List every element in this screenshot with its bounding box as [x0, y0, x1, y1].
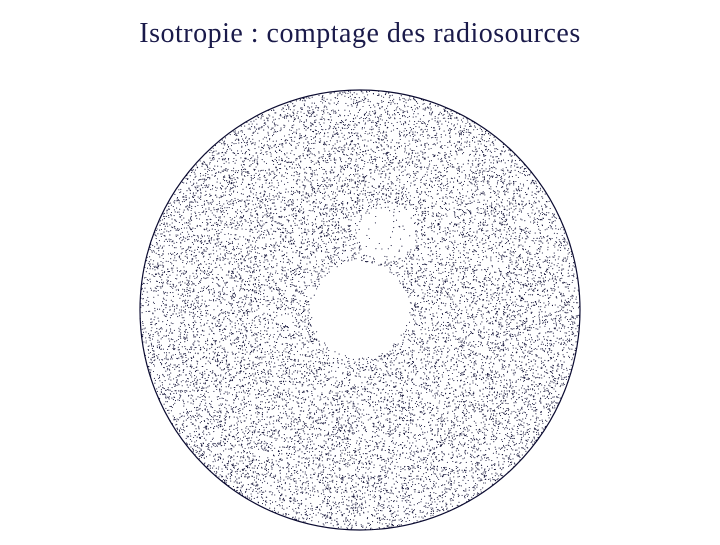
page-title: Isotropie : comptage des radiosources — [0, 18, 720, 50]
radiosource-chart-container — [0, 80, 720, 545]
chart-outer-circle — [140, 90, 580, 530]
radiosource-scatter-annulus — [130, 80, 590, 540]
scatter-points — [140, 90, 581, 530]
